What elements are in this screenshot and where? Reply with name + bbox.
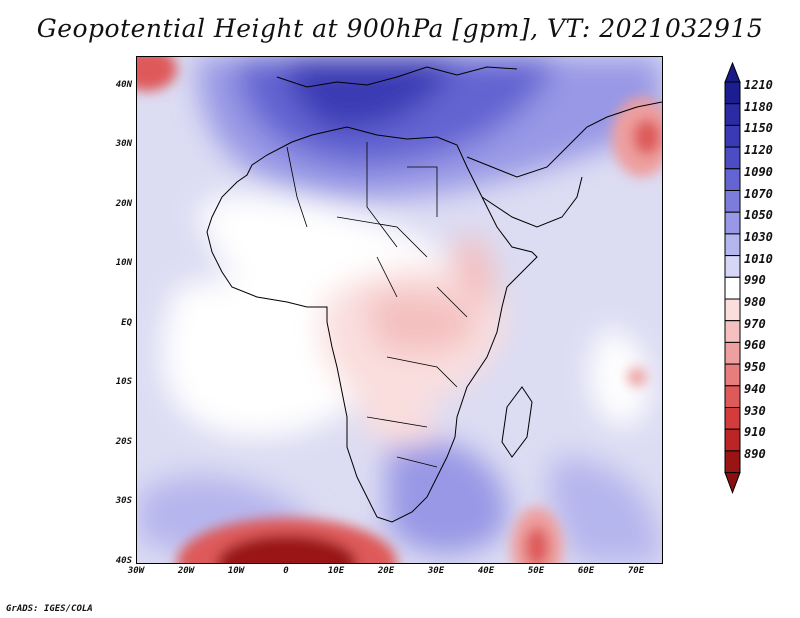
colorbar-swatch xyxy=(724,407,741,430)
colorbar-swatch xyxy=(724,341,741,365)
lat-tick-label: 20S xyxy=(115,436,132,447)
colorbar-level-label: 1150 xyxy=(744,121,773,136)
lon-tick-label: 10W xyxy=(227,566,245,576)
lon-tick-label: 30W xyxy=(127,566,145,576)
colorbar-swatch xyxy=(724,298,741,322)
colorbar-swatch xyxy=(724,81,741,105)
colorbar-level-label: 1010 xyxy=(744,251,773,266)
central-africa-low-core xyxy=(367,291,477,353)
colorbar-swatch xyxy=(724,103,741,126)
plot-title: Geopotential Height at 900hPa [gpm], VT:… xyxy=(36,14,764,43)
south-indian-ridge xyxy=(548,457,662,563)
angola-low xyxy=(357,394,439,447)
colorbar-level-label: 930 xyxy=(744,403,766,418)
colorbar-level-label: 1070 xyxy=(744,186,773,201)
lon-tick-label: 40E xyxy=(477,566,495,576)
colorbar-swatch xyxy=(724,276,741,300)
indian-white-zone xyxy=(589,327,650,427)
lon-tick-label: 30E xyxy=(427,566,445,576)
lat-tick-label: 10N xyxy=(115,258,132,269)
country-borders xyxy=(286,142,468,468)
lat-tick-label: 30N xyxy=(115,139,132,150)
lat-tick-label: 40S xyxy=(115,556,132,566)
lat-tick-label: 40N xyxy=(115,79,132,90)
iberia-low xyxy=(137,57,177,91)
southern-africa-high xyxy=(387,435,508,554)
madagascar-coastline xyxy=(501,386,533,458)
colorbar-level-label: 990 xyxy=(744,273,766,288)
colorbar-level-label: 980 xyxy=(744,295,766,309)
colorbar-swatch xyxy=(724,233,741,257)
lat-tick-label: 20N xyxy=(115,198,132,209)
lon-tick-label: 10E xyxy=(327,566,345,576)
height-field-map xyxy=(137,57,662,563)
colorbar-swatch xyxy=(724,168,741,192)
south-indian-low-core xyxy=(525,527,549,563)
colorbar-level-label: 1050 xyxy=(744,208,773,223)
colorbar-level-label: 940 xyxy=(744,381,766,396)
colorbar-swatches xyxy=(724,62,741,495)
lon-tick-label: 50E xyxy=(527,566,545,576)
lat-tick-label: 10S xyxy=(115,377,132,388)
arabia-asia-coastline xyxy=(466,101,662,178)
colorbar-swatch xyxy=(724,255,741,278)
lon-tick-label: 0 xyxy=(283,566,289,576)
lon-tick-label: 60E xyxy=(577,566,595,576)
colorbar-swatch xyxy=(724,450,741,474)
lat-tick-label: 30S xyxy=(115,496,132,507)
lon-tick-label: 20W xyxy=(177,566,195,576)
colorbar-level-label: 910 xyxy=(744,425,766,440)
arabian-peninsula-coastline xyxy=(481,176,583,228)
colorbar-swatch xyxy=(724,146,741,170)
colorbar-level-label: 950 xyxy=(744,360,766,375)
colorbar-level-label: 1120 xyxy=(744,143,773,158)
pakistan-low-core xyxy=(633,119,661,155)
indian-ocean-low xyxy=(627,368,647,386)
lon-tick-label: 20E xyxy=(377,566,395,576)
lat-tick-label: EQ xyxy=(121,317,132,328)
grads-credit: GrADS: IGES/COLA xyxy=(6,604,93,614)
colorbar-level-label: 1030 xyxy=(744,229,773,244)
colorbar-swatch xyxy=(724,124,741,148)
colorbar-swatch xyxy=(724,428,741,452)
north-high-core xyxy=(287,57,457,129)
colorbar-swatch xyxy=(724,385,741,408)
africa-coastline xyxy=(206,126,538,523)
ethiopia-low xyxy=(454,235,496,307)
colorbar-swatch xyxy=(724,190,741,213)
colorbar-max-arrow xyxy=(724,62,741,83)
colorbar-swatch xyxy=(724,211,741,235)
colorbar-level-label: 1210 xyxy=(744,78,773,92)
map-panel xyxy=(136,56,663,564)
south-atlantic-low-core xyxy=(217,535,357,563)
colorbar-min-arrow xyxy=(724,472,741,495)
colorbar-level-label: 970 xyxy=(744,316,766,331)
colorbar-level-label: 1180 xyxy=(744,99,773,114)
colorbar-level-label: 960 xyxy=(744,338,766,353)
colorbar-swatch xyxy=(724,320,741,343)
colorbar-swatch xyxy=(724,363,741,387)
colorbar-level-label: 890 xyxy=(744,446,766,461)
lon-tick-label: 70E xyxy=(627,566,645,576)
europe-coastline xyxy=(276,66,518,88)
colorbar-level-label: 1090 xyxy=(744,164,773,179)
